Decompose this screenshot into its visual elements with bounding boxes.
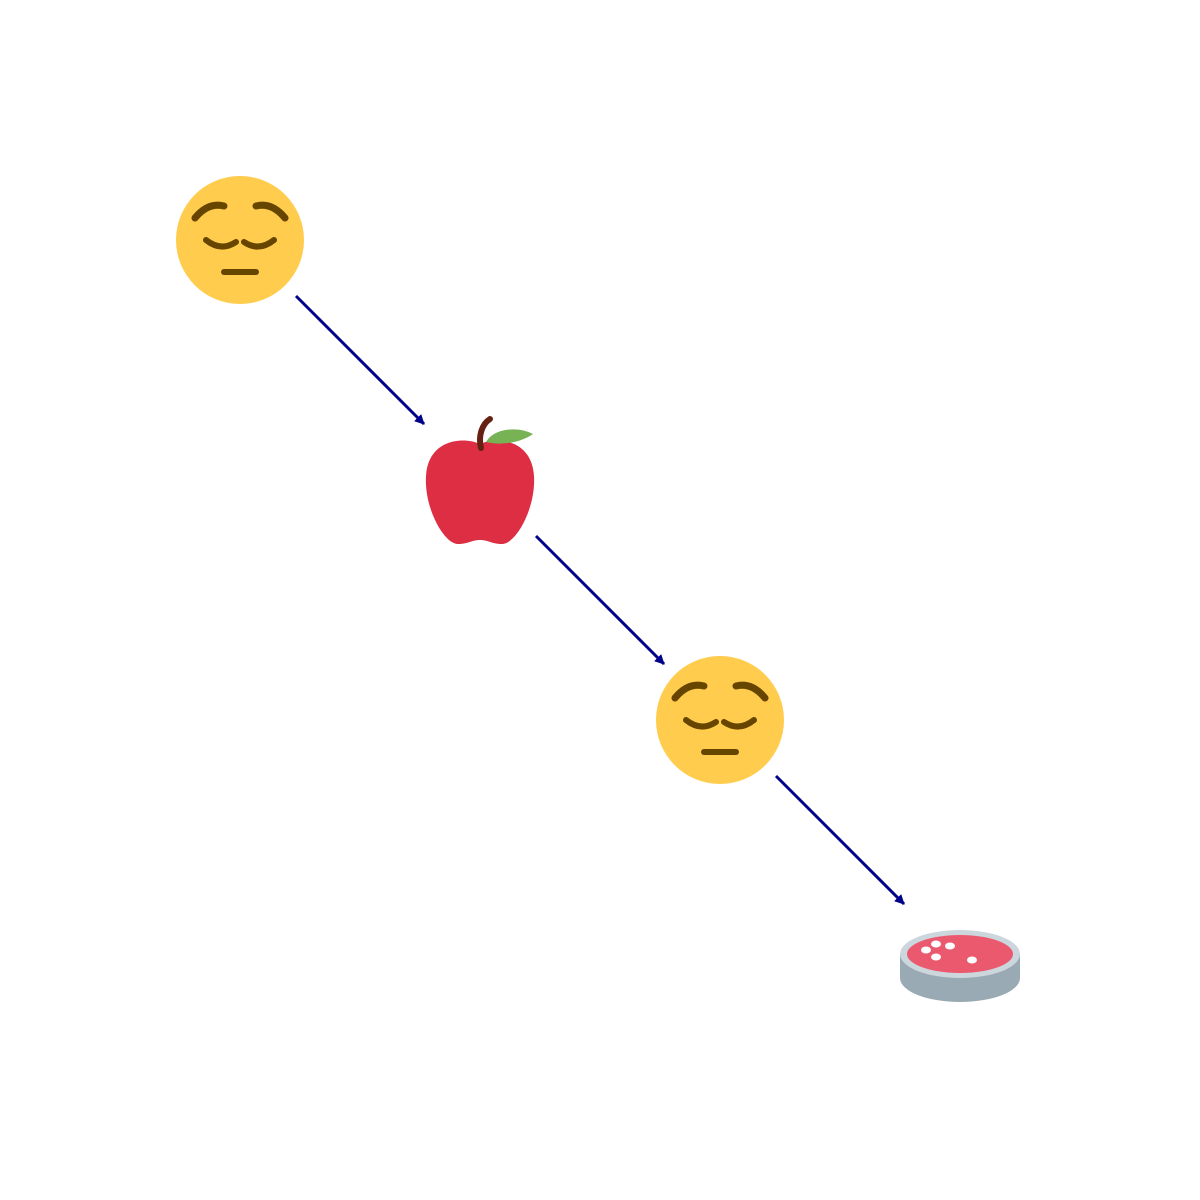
pensive-face-icon	[176, 176, 304, 304]
edge-face-to-apple	[294, 294, 426, 426]
pensive-face-icon	[656, 656, 784, 784]
petri-dish-icon	[900, 930, 1020, 1002]
edge-apple-to-face	[534, 534, 666, 666]
edge-face-to-petri-dish	[774, 774, 906, 906]
red-apple-icon	[425, 416, 535, 544]
edges	[294, 294, 906, 906]
